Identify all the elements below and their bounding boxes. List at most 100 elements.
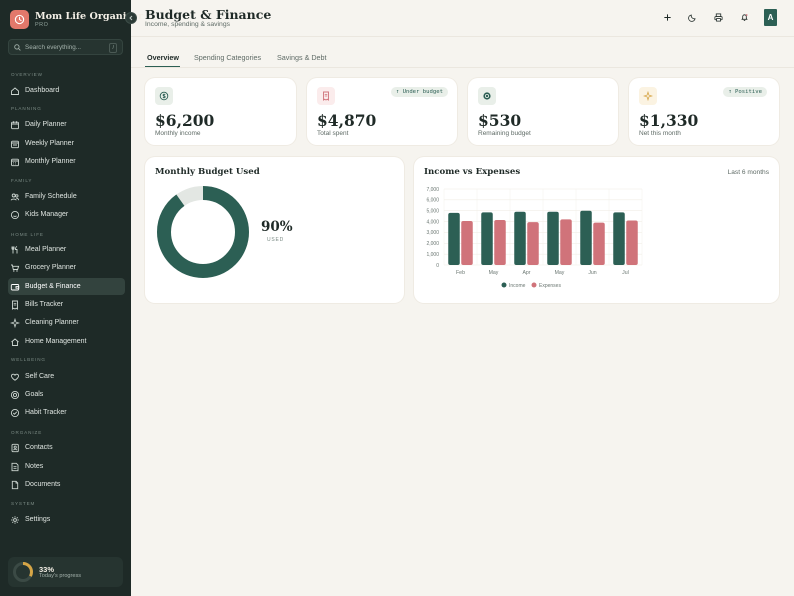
y-tick-label: 5,000 <box>426 209 439 215</box>
x-tick-label: Jun <box>588 270 596 276</box>
tab-spending-categories[interactable]: Spending Categories <box>194 53 262 62</box>
cart-icon <box>10 263 20 273</box>
sidebar-item-self-care[interactable]: Self Care <box>8 368 125 385</box>
sidebar-item-label: Notes <box>25 463 44 470</box>
y-tick-label: 2,000 <box>426 241 439 247</box>
sparkle-icon <box>639 87 657 105</box>
sidebar-item-budget-finance[interactable]: Budget & Finance <box>8 278 125 295</box>
sidebar-item-label: Home Management <box>25 338 87 345</box>
sidebar-item-settings[interactable]: Settings <box>8 511 125 528</box>
sidebar-item-label: Bills Tracker <box>25 301 64 308</box>
legend-label: Income <box>509 283 526 289</box>
sidebar-item-label: Contacts <box>25 444 53 451</box>
brand[interactable]: Mom Life Organizer PRO <box>10 10 143 29</box>
notifications-button[interactable] <box>736 9 753 26</box>
nav-section-label: HOME LIFE <box>11 232 44 237</box>
x-tick-label: Feb <box>456 270 465 276</box>
utensils-icon <box>10 245 20 255</box>
sidebar-item-home-management[interactable]: Home Management <box>8 333 125 350</box>
tab-savings-debt[interactable]: Savings & Debt <box>277 53 327 62</box>
plus-icon <box>664 14 671 21</box>
sidebar-item-label: Kids Manager <box>25 211 69 218</box>
sidebar-item-dashboard[interactable]: Dashboard <box>8 82 125 99</box>
expenses-bar <box>461 221 473 265</box>
sidebar-item-label: Documents <box>25 481 61 488</box>
chevron-left-icon <box>129 15 133 21</box>
search-input[interactable]: Search everything... <box>25 43 82 51</box>
search-shortcut: / <box>109 43 117 53</box>
income-expenses-chart: 7,000 6,000 5,000 4,000 3,000 2,000 1,000 0 Feb M… <box>426 187 643 289</box>
dollar-icon <box>155 87 173 105</box>
stat-label: Total spent <box>317 130 349 137</box>
check-circle-icon <box>10 408 20 418</box>
income-bar <box>481 212 493 265</box>
card-title: Monthly Budget Used <box>155 167 260 177</box>
tab-overview[interactable]: Overview <box>147 53 179 62</box>
search-bar[interactable]: Search everything... / <box>8 39 123 55</box>
expenses-bar <box>560 219 572 265</box>
plan-badge: PRO <box>35 22 49 28</box>
print-button[interactable] <box>710 9 727 26</box>
piggy-icon <box>478 87 496 105</box>
legend-label: Expenses <box>539 283 561 289</box>
stat-value: $4,870 <box>317 111 377 130</box>
sidebar-item-daily-planner[interactable]: Daily Planner <box>8 116 125 133</box>
sidebar-item-label: Settings <box>25 516 51 523</box>
collapse-sidebar-button[interactable] <box>125 12 137 24</box>
sidebar-item-family-schedule[interactable]: Family Schedule <box>8 188 125 205</box>
sidebar-item-weekly-planner[interactable]: Weekly Planner <box>8 135 125 152</box>
budget-donut <box>157 186 249 278</box>
target-icon <box>10 390 20 400</box>
sidebar-item-bills-tracker[interactable]: Bills Tracker <box>8 296 125 313</box>
page-title: Budget & Finance <box>145 7 272 22</box>
stat-card-net: ↑ Positive $1,330 Net this month <box>629 78 779 145</box>
avatar[interactable]: A <box>764 9 777 26</box>
x-tick-label: May <box>489 270 499 276</box>
sidebar-item-label: Cleaning Planner <box>25 319 79 326</box>
sidebar-item-monthly-planner[interactable]: Monthly Planner <box>8 153 125 170</box>
address-book-icon <box>10 443 20 453</box>
sidebar-item-meal-planner[interactable]: Meal Planner <box>8 241 125 258</box>
nav-section-label: OVERVIEW <box>11 72 43 77</box>
sidebar-item-documents[interactable]: Documents <box>8 476 125 493</box>
daily-progress-card: 33% Today's progress <box>8 557 123 587</box>
sidebar-item-contacts[interactable]: Contacts <box>8 439 125 456</box>
sidebar-item-label: Monthly Planner <box>25 158 76 165</box>
budget-used-percent: 90% <box>261 219 293 235</box>
sidebar-item-kids-manager[interactable]: Kids Manager <box>8 206 125 223</box>
sidebar-item-goals[interactable]: Goals <box>8 386 125 403</box>
document-icon <box>10 480 20 490</box>
budget-used-card: Monthly Budget Used 90% USED <box>145 157 404 303</box>
sidebar-item-habit-tracker[interactable]: Habit Tracker <box>8 404 125 421</box>
home-icon <box>10 86 20 96</box>
income-bar <box>547 211 559 265</box>
range-label[interactable]: Last 6 months <box>727 169 769 176</box>
budget-used-arc <box>157 186 249 278</box>
moon-icon <box>688 14 696 22</box>
sidebar-item-cleaning-planner[interactable]: Cleaning Planner <box>8 314 125 331</box>
sidebar-item-notes[interactable]: Notes <box>8 458 125 475</box>
status-badge: ↑ Positive <box>723 87 767 97</box>
sidebar-item-grocery-planner[interactable]: Grocery Planner <box>8 259 125 276</box>
nav-section-label: ORGANIZE <box>11 430 43 435</box>
budget-used-caption: USED <box>267 237 285 243</box>
bell-icon <box>741 14 748 21</box>
sidebar-item-label: Family Schedule <box>25 193 77 200</box>
tabs-divider <box>131 67 794 68</box>
stat-value: $6,200 <box>155 111 215 130</box>
progress-label: Today's progress <box>39 573 82 579</box>
stat-label: Remaining budget <box>478 130 531 137</box>
dark-mode-button[interactable] <box>684 9 701 26</box>
sidebar-item-label: Budget & Finance <box>25 283 81 290</box>
calendar-week-icon <box>10 139 20 149</box>
stat-label: Monthly income <box>155 130 201 137</box>
receipt-icon <box>10 300 20 310</box>
calendar-month-icon <box>10 157 20 167</box>
receipt-icon <box>317 87 335 105</box>
status-badge: ↑ Under budget <box>390 87 448 97</box>
expenses-bar <box>593 222 605 265</box>
note-icon <box>10 462 20 472</box>
stat-value: $530 <box>478 111 522 130</box>
add-button[interactable] <box>659 9 676 26</box>
income-bar <box>613 212 625 265</box>
